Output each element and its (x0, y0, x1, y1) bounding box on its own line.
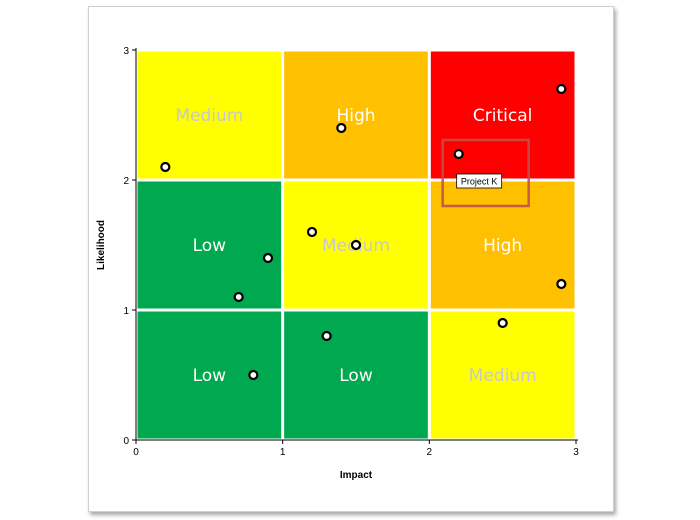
data-point (350, 239, 362, 251)
data-point (336, 122, 347, 134)
zone-label: High (483, 236, 522, 256)
tooltip-box (456, 173, 503, 189)
zone-critical-2-2 (430, 51, 575, 179)
x-tick-label: 3 (573, 447, 579, 458)
data-point (233, 291, 244, 303)
zone-label: High (336, 106, 375, 126)
zone-medium-2-0 (430, 311, 575, 439)
y-axis-title: Likelihood (96, 220, 107, 270)
data-point (321, 330, 332, 342)
highlight-box (441, 138, 530, 208)
zone-high-2-1 (430, 181, 575, 309)
data-point (453, 148, 464, 160)
data-point (556, 83, 567, 95)
data-point (556, 278, 567, 290)
data-point (262, 252, 274, 264)
data-point (497, 317, 508, 329)
data-point (306, 226, 318, 238)
data-point (248, 369, 259, 381)
zone-label: Low (193, 236, 227, 256)
zone-label: Medium (175, 106, 243, 126)
zone-medium-0-2 (137, 51, 282, 179)
zone-label: Medium (469, 366, 537, 386)
y-tick-label: 1 (123, 306, 129, 317)
x-tick-label: 1 (280, 447, 286, 458)
y-tick-label: 3 (123, 46, 129, 57)
tooltip-text: Project K (461, 177, 498, 187)
y-tick-label: 0 (123, 436, 129, 447)
x-axis-title: Impact (340, 470, 373, 481)
points-layer (160, 83, 567, 381)
zone-high-1-2 (284, 51, 428, 179)
data-point (160, 161, 171, 173)
x-tick-label: 0 (133, 447, 139, 458)
zone-label: Low (193, 366, 227, 386)
zone-low-1-0 (284, 311, 428, 439)
x-tick-label: 2 (427, 447, 433, 458)
axes-layer: 0 1 2 3 0 1 2 3 (123, 46, 579, 458)
zone-label: Low (339, 366, 373, 386)
zone-label: Critical (473, 106, 532, 126)
highlight-layer: Project K (441, 138, 530, 208)
y-tick-label: 2 (123, 176, 129, 187)
zone-low-0-1 (137, 181, 282, 309)
